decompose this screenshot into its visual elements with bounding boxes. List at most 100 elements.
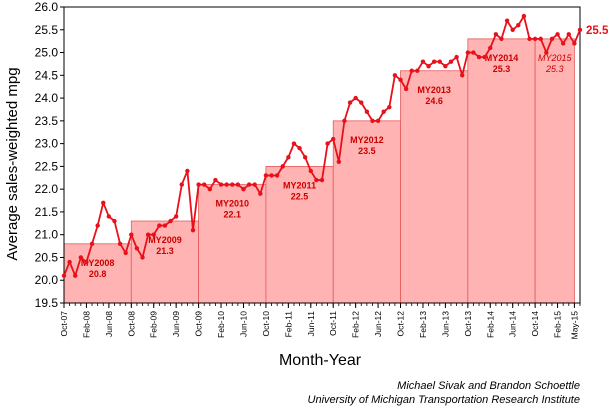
data-point bbox=[106, 214, 112, 219]
y-tick-label-1: 20.0 bbox=[35, 273, 59, 287]
y-tick-label-2: 20.5 bbox=[35, 250, 59, 264]
y-tick-label-12: 25.5 bbox=[35, 23, 59, 37]
data-point bbox=[202, 182, 207, 187]
x-tick-label-11: Jun-11 bbox=[306, 311, 316, 337]
data-point bbox=[73, 273, 78, 278]
y-tick-label-10: 24.5 bbox=[35, 68, 59, 82]
data-point bbox=[347, 100, 353, 105]
model-year-value-5: 24.6 bbox=[425, 96, 443, 106]
data-point bbox=[420, 59, 426, 64]
data-point bbox=[196, 182, 201, 187]
data-point bbox=[403, 86, 409, 92]
model-year-bar-1 bbox=[130, 220, 200, 304]
x-tick-label-20: Jun-14 bbox=[508, 311, 518, 337]
data-point bbox=[291, 141, 297, 146]
x-tick-label-5: Jun-09 bbox=[171, 311, 181, 337]
data-point bbox=[230, 182, 235, 187]
data-point bbox=[499, 36, 504, 42]
model-year-value-1: 21.3 bbox=[156, 246, 174, 256]
data-point bbox=[218, 182, 224, 187]
model-year-label-1: MY2009 bbox=[148, 235, 182, 245]
data-point bbox=[101, 200, 106, 206]
data-point bbox=[302, 155, 308, 160]
data-point bbox=[190, 227, 196, 233]
data-point bbox=[213, 177, 218, 183]
model-year-label-4: MY2012 bbox=[350, 135, 384, 145]
x-tick-label-12: Oct-11 bbox=[328, 311, 338, 336]
series-group: 25.5 bbox=[61, 13, 609, 278]
x-tick-label-3: Oct-08 bbox=[126, 311, 136, 337]
x-tick-label-22: Feb-15 bbox=[553, 311, 563, 338]
data-point bbox=[336, 159, 342, 165]
data-point bbox=[381, 109, 386, 114]
x-tick-label-13: Feb-12 bbox=[351, 311, 361, 338]
data-point bbox=[572, 41, 577, 46]
data-point bbox=[95, 223, 100, 228]
data-point bbox=[431, 59, 437, 64]
x-tick-label-7: Feb-10 bbox=[216, 311, 226, 338]
model-year-value-0: 20.8 bbox=[89, 269, 107, 279]
data-point bbox=[331, 136, 336, 142]
chart-axes: 19.5 20.0 20.5 21.0 21.5 22.0 22.5 23.0 23.5 24.0… bbox=[35, 0, 581, 340]
data-point bbox=[224, 182, 229, 187]
data-point bbox=[375, 118, 381, 124]
model-year-value-6: 25.3 bbox=[493, 64, 511, 74]
model-year-value-4: 23.5 bbox=[358, 146, 376, 156]
model-year-label-0: MY2008 bbox=[81, 258, 115, 268]
data-point bbox=[555, 32, 560, 37]
data-point bbox=[78, 255, 84, 260]
data-point bbox=[482, 54, 487, 60]
data-point bbox=[185, 168, 190, 174]
data-point bbox=[364, 109, 370, 114]
data-point bbox=[123, 250, 128, 256]
data-point bbox=[117, 241, 123, 246]
x-tick-label-10: Feb-11 bbox=[283, 311, 293, 338]
x-tick-label-0: Oct-07 bbox=[59, 311, 69, 337]
model-year-value-7: 25.3 bbox=[545, 64, 564, 74]
data-point bbox=[527, 36, 532, 42]
data-point bbox=[129, 232, 134, 237]
data-point bbox=[471, 50, 476, 55]
credit-institute: University of Michigan Transportation Re… bbox=[307, 394, 580, 406]
data-point bbox=[488, 45, 493, 51]
model-year-bar-7 bbox=[534, 38, 575, 304]
model-year-value-2: 22.1 bbox=[223, 210, 241, 220]
data-point bbox=[145, 232, 151, 237]
x-tick-label-14: Jun-12 bbox=[373, 311, 383, 337]
data-point bbox=[241, 186, 246, 192]
data-point bbox=[566, 32, 571, 37]
data-point bbox=[173, 214, 179, 219]
y-tick-label-13: 26.0 bbox=[35, 0, 59, 14]
data-point bbox=[521, 13, 527, 19]
data-point bbox=[207, 186, 213, 192]
x-tick-label-23: May-15 bbox=[569, 311, 579, 340]
data-point bbox=[465, 50, 471, 55]
data-point bbox=[134, 246, 140, 251]
data-point bbox=[168, 218, 173, 224]
data-point bbox=[398, 77, 403, 83]
data-point bbox=[84, 259, 89, 265]
data-point bbox=[263, 173, 269, 178]
data-point bbox=[274, 173, 280, 178]
model-year-label-7: MY2015 bbox=[538, 53, 573, 63]
y-tick-label-6: 22.5 bbox=[35, 159, 59, 173]
data-point bbox=[577, 27, 583, 32]
y-axis-label: Average sales-weighted mpg bbox=[4, 67, 21, 260]
y-tick-label-11: 25.0 bbox=[35, 46, 59, 60]
end-value-label: 25.5 bbox=[586, 25, 609, 37]
data-point bbox=[67, 259, 72, 265]
data-point bbox=[493, 32, 499, 37]
data-point bbox=[297, 145, 302, 151]
data-point bbox=[342, 118, 347, 124]
data-point bbox=[415, 68, 420, 73]
y-tick-label-3: 21.0 bbox=[35, 228, 59, 242]
data-point bbox=[426, 63, 431, 69]
x-axis-label: Month-Year bbox=[279, 352, 362, 369]
y-tick-label-8: 23.5 bbox=[35, 114, 59, 128]
data-point bbox=[151, 232, 156, 237]
data-point bbox=[258, 191, 263, 196]
data-point bbox=[538, 36, 543, 42]
data-point bbox=[140, 255, 145, 260]
data-point bbox=[448, 59, 454, 64]
x-tick-label-19: Feb-14 bbox=[485, 311, 495, 338]
